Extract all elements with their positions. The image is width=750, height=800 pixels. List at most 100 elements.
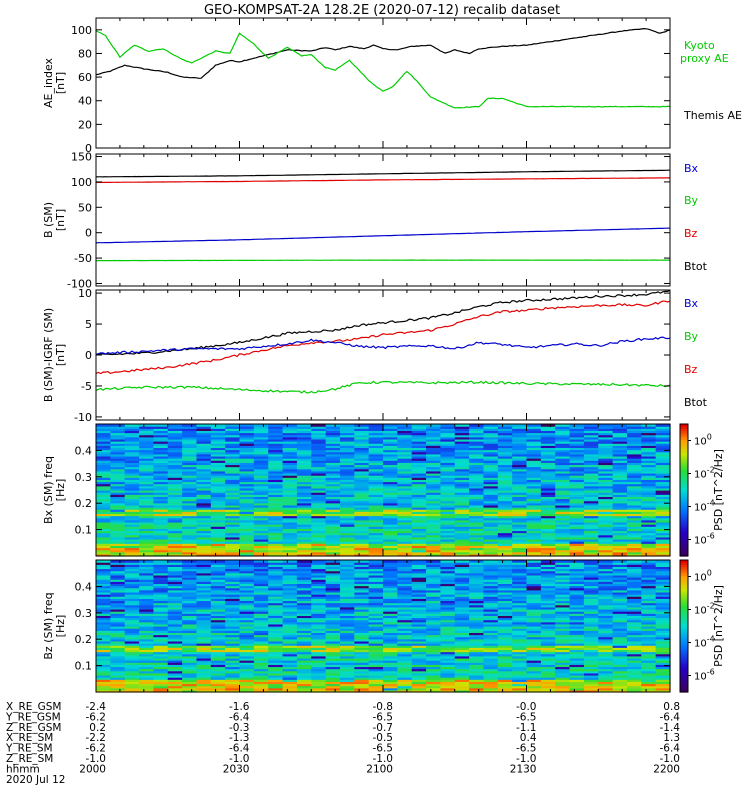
spectrogram-cell <box>512 485 528 489</box>
spectrogram-cell <box>296 504 312 508</box>
spectrogram-cell <box>167 455 183 459</box>
spectrogram-cell <box>124 613 140 616</box>
colorbar-cell <box>680 448 688 451</box>
spectrogram-cell <box>454 640 470 644</box>
spectrogram-cell <box>139 441 154 444</box>
spectrogram-cell <box>411 511 427 515</box>
spectrogram-cell <box>540 436 556 440</box>
spectrogram-cell <box>469 545 485 549</box>
spectrogram-cell <box>368 608 384 612</box>
spectrogram-cell <box>397 519 413 523</box>
spectrogram-cell <box>153 458 169 461</box>
spectrogram-cell <box>268 615 284 619</box>
spectrogram-cell <box>454 528 470 532</box>
spectrogram-cell <box>110 502 126 506</box>
spectrogram-cell <box>296 487 312 491</box>
spectrogram-cell <box>555 443 571 446</box>
y-tick-label: 0 <box>85 142 92 155</box>
spectrogram-cell <box>167 494 183 497</box>
spectrogram-cell <box>612 496 628 500</box>
spectrogram-cell <box>411 636 427 640</box>
spectrogram-cell <box>124 662 140 665</box>
spectrogram-cell <box>210 490 226 493</box>
spectrogram-cell <box>569 530 585 534</box>
spectrogram-cell <box>268 445 284 449</box>
spectrogram-cell <box>124 598 140 602</box>
spectrogram-cell <box>354 511 370 515</box>
spectrogram-cell <box>153 451 169 455</box>
spectrogram-cell <box>167 530 183 534</box>
spectrogram-cell <box>253 487 269 491</box>
spectrogram-cell <box>454 492 470 495</box>
spectrogram-cell <box>210 513 226 517</box>
spectrogram-cell <box>139 458 154 461</box>
spectrogram-cell <box>182 521 198 525</box>
spectrogram-cell <box>626 470 642 474</box>
spectrogram-cell <box>598 647 614 651</box>
spectrogram-cell <box>210 591 226 595</box>
spectrogram-cell <box>139 521 154 525</box>
spectrogram-cell <box>225 621 241 625</box>
spectrogram-cell <box>440 589 456 593</box>
spectrogram-cell <box>569 672 585 676</box>
spectrogram-cell <box>397 623 413 627</box>
spectrogram-cell <box>383 602 398 606</box>
spectrogram-cell <box>411 509 427 512</box>
spectrogram-cell <box>483 606 499 610</box>
spectrogram-cell <box>641 662 657 665</box>
spectrogram-cell <box>397 596 413 599</box>
spectrogram-cell <box>354 677 370 680</box>
spectrogram-cell <box>368 589 384 593</box>
spectrogram-cell <box>96 521 111 525</box>
spectrogram-cell <box>397 460 413 463</box>
spectrogram-cell <box>182 628 198 631</box>
spectrogram-cell <box>153 660 169 663</box>
spectrogram-cell <box>239 500 255 504</box>
spectrogram-cell <box>225 470 241 474</box>
spectrogram-cell <box>598 674 614 678</box>
spectrogram-cell <box>124 479 140 483</box>
spectrogram-cell <box>583 687 599 691</box>
spectrogram-cell <box>153 528 169 532</box>
spectrogram-cell <box>110 602 126 606</box>
spectrogram-cell <box>469 583 485 587</box>
spectrogram-cell <box>210 577 226 580</box>
spectrogram-cell <box>469 479 485 483</box>
spectrogram-cell <box>354 494 370 497</box>
spectrogram-cell <box>526 530 542 534</box>
spectrogram-cell <box>282 628 298 631</box>
spectrogram-cell <box>411 672 427 676</box>
spectrogram-cell <box>253 464 269 468</box>
spectrogram-cell <box>210 464 226 468</box>
spectrogram-cell <box>167 507 183 510</box>
spectrogram-cell <box>325 613 341 616</box>
spectrogram-cell <box>139 432 154 436</box>
spectrogram-cell <box>655 583 671 587</box>
spectrogram-cell <box>239 662 255 665</box>
spectrogram-cell <box>497 660 513 663</box>
spectrogram-cell <box>440 579 456 582</box>
spectrogram-cell <box>454 534 470 538</box>
spectrogram-cell <box>96 677 111 680</box>
spectrogram-cell <box>296 596 312 599</box>
spectrogram-cell <box>354 600 370 604</box>
spectrogram-cell <box>483 492 499 495</box>
spectrogram-cell <box>612 677 628 680</box>
spectrogram-cell <box>655 594 671 597</box>
spectrogram-cell <box>454 668 470 672</box>
spectrogram-cell <box>626 490 642 493</box>
spectrogram-cell <box>167 677 183 680</box>
spectrogram-cell <box>569 519 585 523</box>
spectrogram-cell <box>210 689 226 693</box>
spectrogram-cell <box>253 653 269 657</box>
spectrogram-cell <box>153 677 169 680</box>
spectrogram-cell <box>268 502 284 506</box>
spectrogram-cell <box>210 553 226 557</box>
spectrogram-cell <box>368 543 384 546</box>
spectrogram-cell <box>598 534 614 538</box>
spectrogram-cell <box>110 632 126 636</box>
spectrogram-cell <box>110 470 126 474</box>
spectrogram-cell <box>311 606 327 610</box>
spectrogram-cell <box>110 689 126 693</box>
spectrogram-cell <box>96 453 111 457</box>
